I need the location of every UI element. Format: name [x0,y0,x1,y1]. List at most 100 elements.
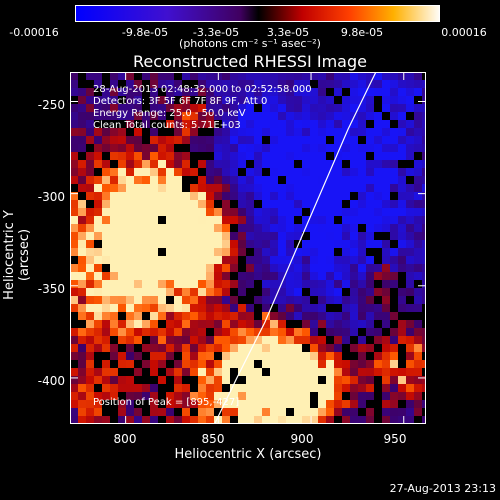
heatmap-cell [310,408,319,417]
heatmap-cell [334,144,343,153]
heatmap-cell [358,344,367,353]
heatmap-cell [310,312,319,321]
heatmap-cell [286,408,295,417]
heatmap-cell [78,416,87,424]
heatmap-cell [230,336,239,345]
heatmap-cell [342,248,351,257]
heatmap-cell [318,232,327,241]
heatmap-cell [254,160,263,169]
heatmap-cell [390,120,399,129]
heatmap-cell [414,312,423,321]
heatmap-cell [142,136,151,145]
peak-position-label: Position of Peak = [895,-427] [93,397,240,408]
heatmap-cell [70,392,79,401]
heatmap-cell [190,80,199,89]
heatmap-cell [70,384,79,393]
heatmap-cell [174,288,183,297]
heatmap-cell [342,112,351,121]
heatmap-cell [246,368,255,377]
heatmap-cell [102,72,111,81]
heatmap-cell [166,376,175,385]
heatmap-cell [246,72,255,81]
heatmap-cell [206,304,215,313]
heatmap-cell [174,168,183,177]
heatmap-cell [286,192,295,201]
heatmap-cell [246,232,255,241]
heatmap-cell [302,264,311,273]
heatmap-cell [422,384,426,393]
heatmap-cell [382,160,391,169]
heatmap-cell [214,384,223,393]
heatmap-cell [198,360,207,369]
heatmap-cell [302,336,311,345]
heatmap-cell [342,408,351,417]
heatmap-cell [126,312,135,321]
heatmap-cell [342,144,351,153]
heatmap-cell [414,136,423,145]
heatmap-cell [422,344,426,353]
heatmap-cell [190,160,199,169]
heatmap-cell [366,112,375,121]
heatmap-cell [350,376,359,385]
heatmap-cell [150,256,159,265]
heatmap-cell [134,256,143,265]
heatmap-cell [310,360,319,369]
heatmap-cell [230,296,239,305]
heatmap-cell [134,344,143,353]
heatmap-cell [150,296,159,305]
heatmap-cell [214,392,223,401]
heatmap-cell [302,200,311,209]
heatmap-cell [270,88,279,97]
heatmap-cell [398,288,407,297]
heatmap-cell [278,392,287,401]
heatmap-cell [102,176,111,185]
heatmap-cell [334,80,343,89]
heatmap-cell [150,264,159,273]
heatmap-cell [326,392,335,401]
heatmap-cell [110,392,119,401]
heatmap-cell [406,152,415,161]
heatmap-cell [158,200,167,209]
heatmap-cell [118,280,127,289]
colorbar-tick: -9.8e-05 [121,26,169,39]
heatmap-cell [134,208,143,217]
heatmap-cell [70,264,79,273]
heatmap-cell [334,408,343,417]
heatmap-cell [110,304,119,313]
heatmap-cell [70,72,79,81]
heatmap-cell [382,192,391,201]
heatmap-cell [414,104,423,113]
heatmap-cell [134,384,143,393]
heatmap-cell [278,120,287,129]
heatmap-cell [414,360,423,369]
heatmap-cell [262,312,271,321]
heatmap-cell [102,400,111,409]
heatmap-cell [94,224,103,233]
heatmap-cell [414,376,423,385]
heatmap-cell [110,104,119,113]
heatmap-cell [350,224,359,233]
heatmap-cell [366,184,375,193]
heatmap-cell [214,320,223,329]
heatmap-cell [182,176,191,185]
heatmap-cell [342,176,351,185]
heatmap-cell [94,272,103,281]
heatmap-cell [334,368,343,377]
heatmap-cell [398,392,407,401]
heatmap-cell [382,152,391,161]
heatmap-cell [182,192,191,201]
heatmap-cell [286,312,295,321]
heatmap-cell [342,160,351,169]
heatmap-cell [214,128,223,137]
heatmap-cell [302,376,311,385]
heatmap-cell [206,136,215,145]
heatmap-cell [286,352,295,361]
heatmap-cell [358,112,367,121]
heatmap-cell [262,176,271,185]
heatmap-cell [390,376,399,385]
heatmap-cell [222,144,231,153]
heatmap-cell [102,280,111,289]
heatmap-cell [78,312,87,321]
heatmap-cell [422,232,426,241]
heatmap-cell [118,240,127,249]
